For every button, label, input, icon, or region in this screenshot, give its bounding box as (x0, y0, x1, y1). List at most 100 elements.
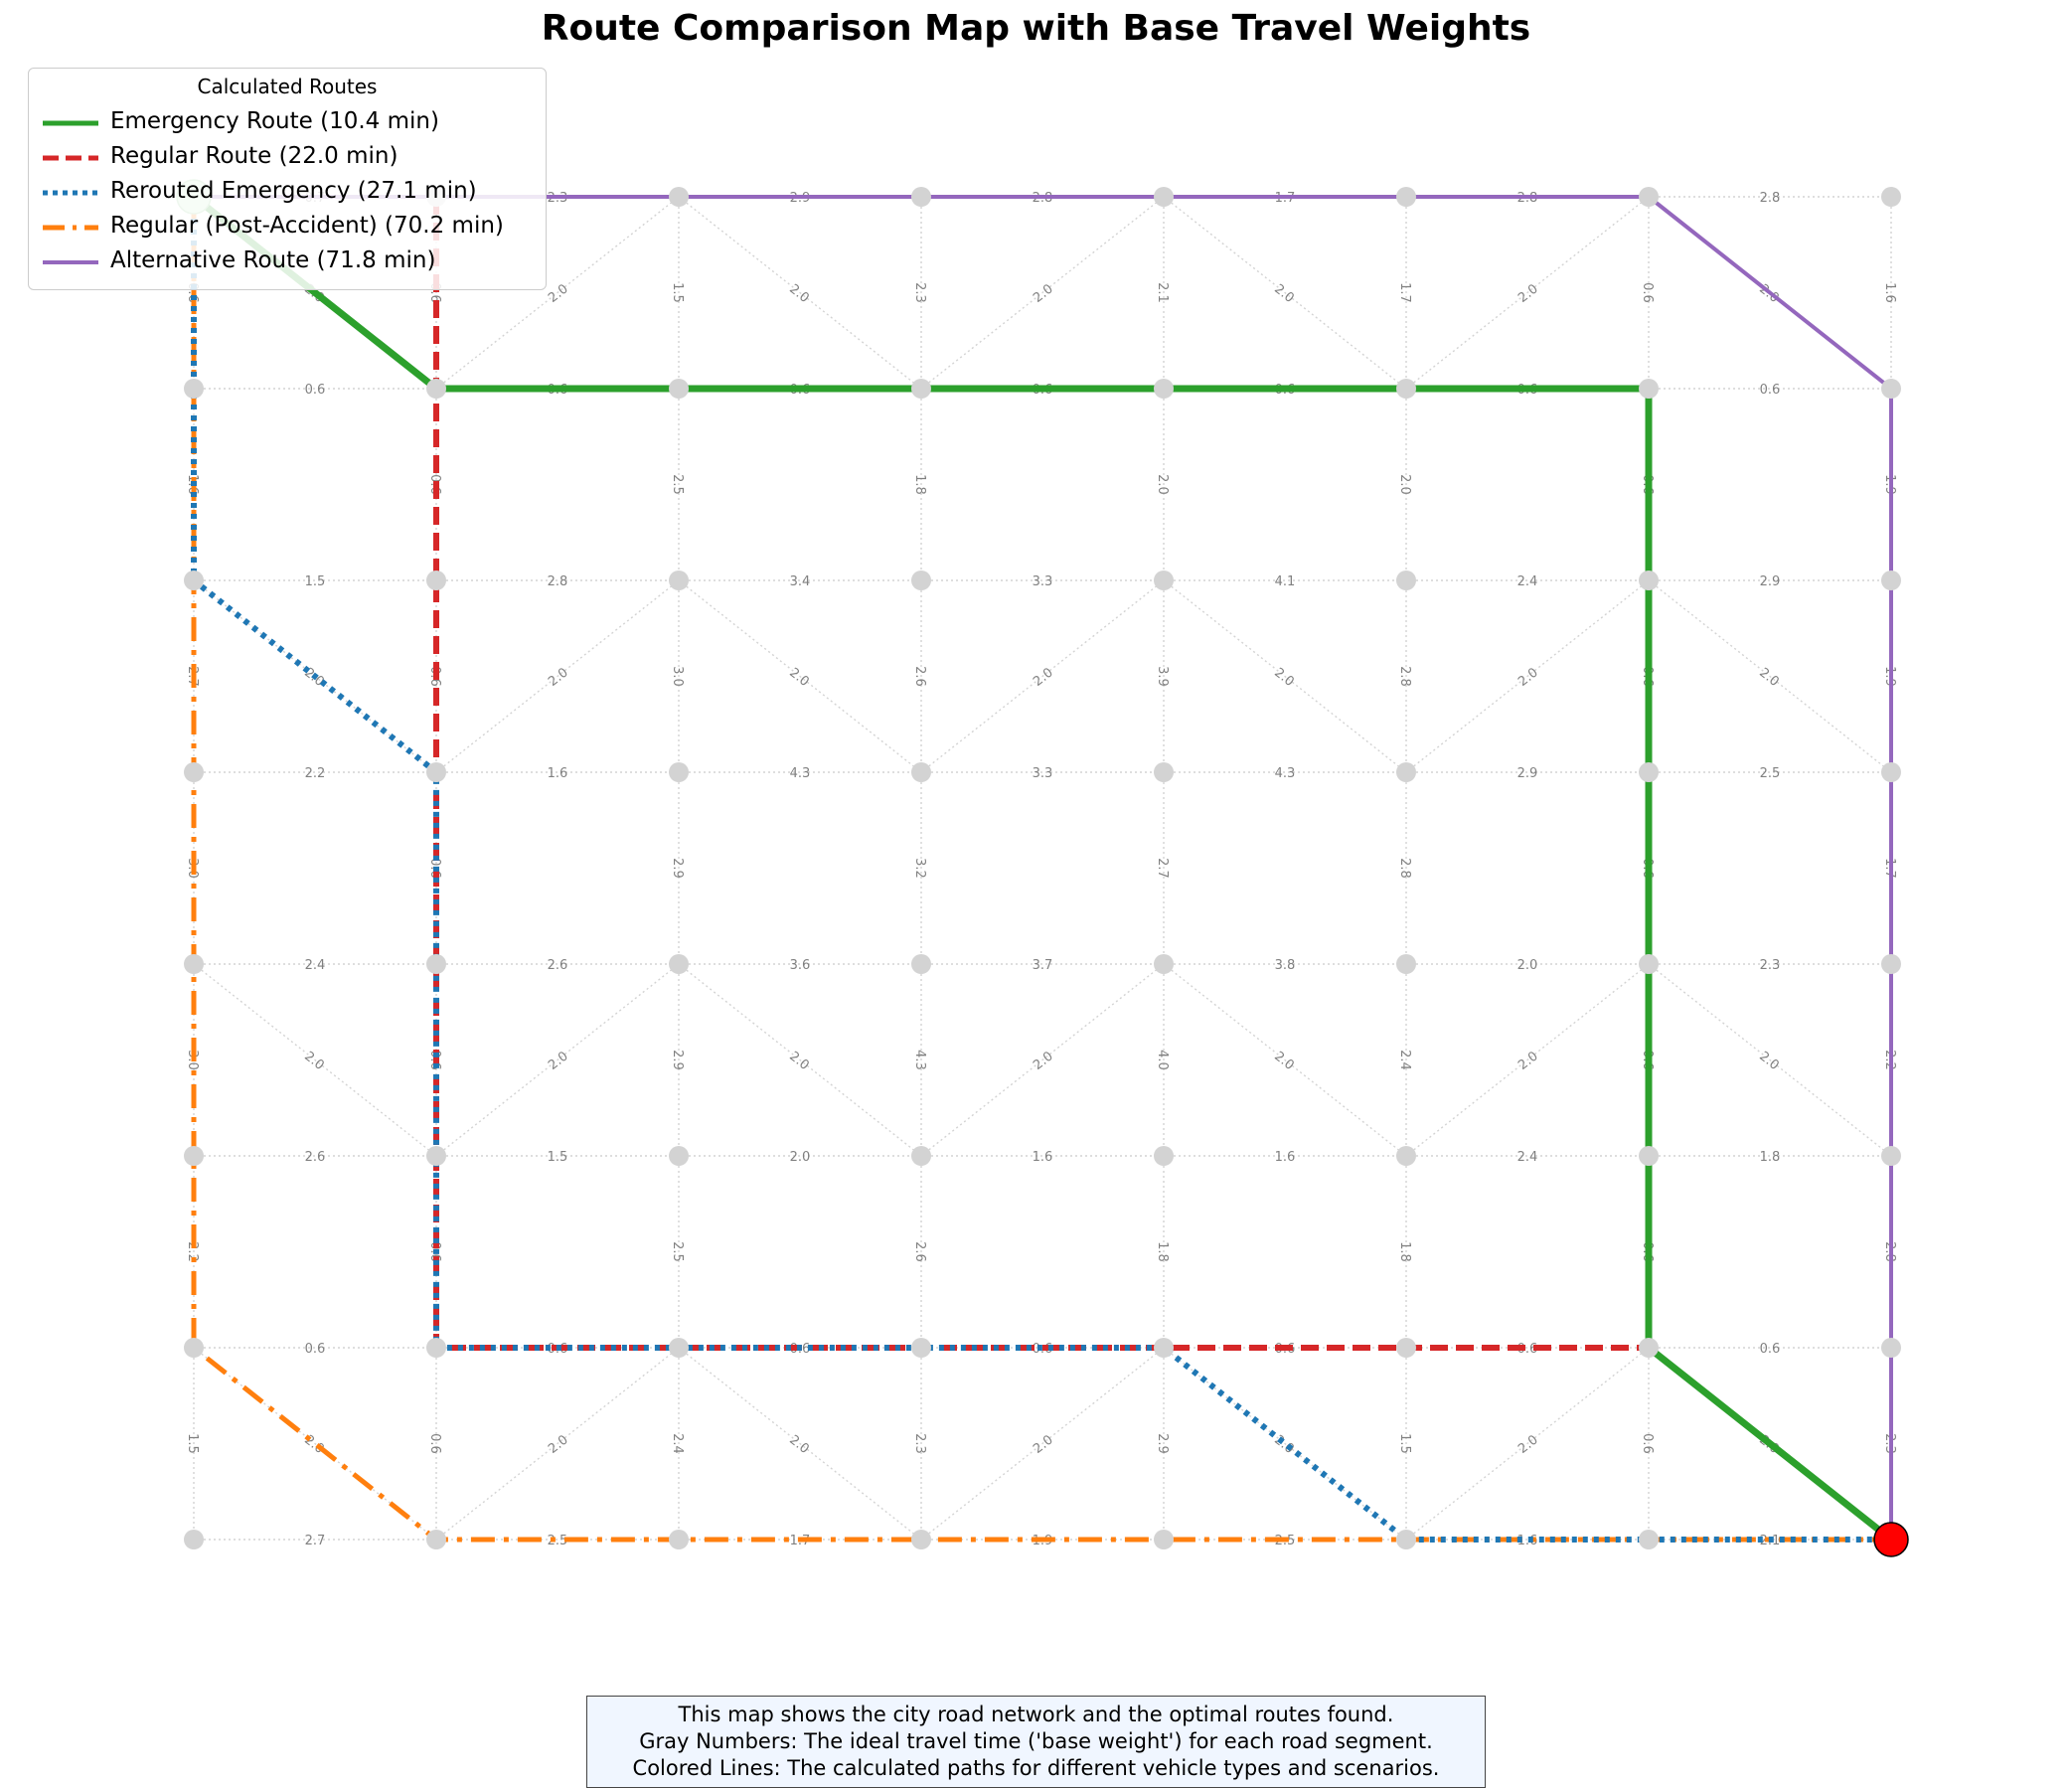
end-node (1873, 1522, 1909, 1557)
edge-weight-label: 2.0 (1515, 1049, 1541, 1073)
edge-weight-label: 2.1 (1155, 282, 1170, 303)
route-alternative (194, 195, 1893, 1540)
intersection-node (911, 762, 931, 782)
intersection-node (1881, 762, 1901, 782)
legend-entry-rerouted: Rerouted Emergency (27.1 min) (39, 176, 541, 210)
edge-weight-label: 2.0 (546, 665, 571, 690)
edge-weight-label: 1.6 (1033, 1150, 1053, 1165)
edge-weight-label: 2.5 (670, 474, 685, 495)
intersection-node (1639, 762, 1659, 782)
road-edge-diagonal (1405, 579, 1650, 773)
edge-weight-label: 1.6 (1275, 1150, 1296, 1165)
intersection-node (1639, 187, 1659, 207)
road-edge-diagonal (435, 196, 680, 390)
intersection-node (1154, 379, 1174, 399)
edge-weight-label: 3.6 (790, 958, 811, 973)
intersection-node (426, 1530, 446, 1549)
legend-entry-alternative: Alternative Route (71.8 min) (39, 245, 541, 279)
edge-weight-label: 2.0 (786, 1432, 812, 1457)
road-edge-diagonal (1405, 963, 1650, 1157)
intersection-node (1396, 762, 1416, 782)
edge-weight-label: 2.0 (1517, 958, 1538, 973)
edge-weight-label: 2.0 (1271, 1432, 1297, 1457)
caption-line-3: Colored Lines: The calculated paths for … (632, 1756, 1440, 1780)
edge-weight-label: 2.3 (1760, 958, 1781, 973)
intersection-node (669, 187, 689, 207)
intersection-node (1154, 187, 1174, 207)
intersection-node (911, 1146, 931, 1166)
intersection-node (669, 1338, 689, 1358)
intersection-node (1154, 570, 1174, 590)
edge-weight-label: 0.6 (1640, 1433, 1655, 1454)
edge-weight-label: 2.9 (1155, 1433, 1170, 1454)
edge-weight-label: 2.0 (1155, 474, 1170, 495)
edge-weight-label: 2.0 (1271, 1049, 1297, 1073)
legend-swatch-rerouted (43, 190, 98, 196)
edge-weight-label: 3.3 (1033, 766, 1053, 781)
edge-weight-label: 1.5 (670, 282, 685, 303)
edge-weight-label: 3.9 (1155, 666, 1170, 687)
edge-weight-label: 2.9 (1760, 574, 1781, 589)
edge-weight-label: 2.0 (301, 1432, 327, 1457)
edge-weight-label: 2.9 (1517, 766, 1538, 781)
edge-weight-label: 4.3 (1275, 766, 1296, 781)
edge-weight-label: 2.6 (548, 958, 568, 973)
intersection-node (1881, 187, 1901, 207)
intersection-node (1396, 570, 1416, 590)
edge-weight-label: 3.0 (670, 666, 685, 687)
intersection-node (669, 954, 689, 974)
legend-swatch-regular (43, 155, 98, 161)
intersection-node (1881, 379, 1901, 399)
road-edge-diagonal (1648, 579, 1892, 773)
edge-weight-label: 2.8 (548, 574, 568, 589)
intersection-node (184, 570, 204, 590)
intersection-node (184, 1338, 204, 1358)
edge-weight-label: 4.0 (1155, 1050, 1170, 1070)
intersection-node (911, 1338, 931, 1358)
edge-weight-label: 1.8 (912, 474, 927, 495)
intersection-node (911, 570, 931, 590)
edge-weight-label: 2.6 (912, 666, 927, 687)
intersection-node (1639, 570, 1659, 590)
edge-weight-label: 2.5 (670, 1241, 685, 1262)
intersection-node (1154, 954, 1174, 974)
legend: Calculated Routes Emergency Route (10.4 … (28, 68, 547, 290)
intersection-node (184, 1146, 204, 1166)
intersection-node (1154, 1146, 1174, 1166)
intersection-node (1639, 1338, 1659, 1358)
edge-weight-label: 1.6 (1882, 282, 1897, 303)
road-edge-diagonal (678, 196, 922, 390)
edge-weight-label: 2.0 (790, 1150, 811, 1165)
edge-weight-label: 2.0 (1515, 1432, 1541, 1457)
edge-weight-label: 0.6 (305, 1342, 326, 1357)
road-edge-diagonal (1163, 579, 1407, 773)
intersection-node (1396, 379, 1416, 399)
edge-weight-label: 2.0 (1031, 1049, 1056, 1073)
road-edges (193, 196, 1892, 1541)
road-edge-diagonal (435, 963, 680, 1157)
road-edge-diagonal (435, 1347, 680, 1541)
edge-weight-label: 3.3 (1033, 574, 1053, 589)
intersection-node (1881, 1338, 1901, 1358)
map-title: Route Comparison Map with Base Travel We… (541, 8, 1531, 49)
edge-weight-label: 2.0 (1756, 1049, 1782, 1073)
road-edge-diagonal (1405, 196, 1650, 390)
edge-weight-label: 3.2 (912, 858, 927, 879)
edge-weight-label: 2.0 (301, 1049, 327, 1073)
edge-weight-label: 2.8 (1397, 666, 1412, 687)
route-rerouted (191, 197, 1891, 1543)
intersection-node (184, 379, 204, 399)
intersection-node (911, 187, 931, 207)
intersection-node (1396, 187, 1416, 207)
legend-swatch-emergency (43, 120, 98, 126)
edge-weight-label: 1.8 (1760, 1150, 1781, 1165)
edge-weight-label: 3.4 (790, 574, 811, 589)
intersection-node (1154, 1530, 1174, 1549)
edge-weight-label: 2.9 (670, 1050, 685, 1070)
intersection-node (1639, 379, 1659, 399)
edge-weight-label: 1.5 (305, 574, 326, 589)
intersection-node (911, 954, 931, 974)
edge-weight-label: 1.5 (185, 1433, 200, 1454)
edge-weight-label: 1.7 (1397, 282, 1412, 303)
